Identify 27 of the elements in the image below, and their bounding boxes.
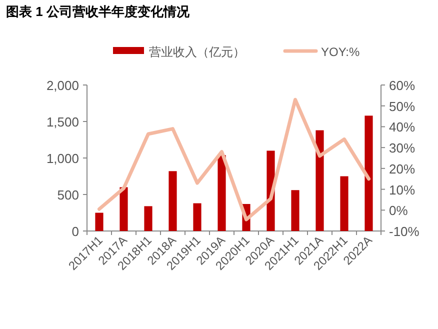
y2-tick-label: 20% [389, 161, 416, 176]
y-tick-label: 1,500 [46, 114, 79, 130]
y2-tick-label: 50% [389, 98, 416, 114]
y-tick-label: 0 [72, 224, 79, 239]
line-series [98, 98, 370, 222]
y-tick-label: 2,000 [46, 78, 79, 93]
y2-tick-label: 10% [389, 182, 416, 198]
y2-tick-label: -10% [389, 224, 420, 239]
bar [291, 190, 300, 231]
bar [144, 206, 152, 231]
bar [120, 187, 128, 231]
y-tick-label: 500 [57, 188, 79, 202]
y2-tick-label: 30% [389, 140, 416, 156]
bar [364, 116, 373, 231]
bar [340, 176, 348, 231]
y2-tick-label: 40% [389, 120, 416, 135]
legend-label: 营业收入（亿元） [149, 45, 245, 59]
legend-label: YOY:% [321, 45, 360, 59]
y2-tick-label: 60% [389, 78, 416, 93]
bar [316, 130, 324, 231]
chart-title: 图表 1 公司营收半年度变化情况 [6, 4, 190, 19]
bar [95, 212, 104, 231]
bar [168, 171, 177, 231]
bar [218, 155, 226, 231]
y-tick-label: 1,000 [46, 151, 79, 166]
y2-tick-label: 0% [389, 203, 408, 218]
bar [193, 203, 202, 231]
